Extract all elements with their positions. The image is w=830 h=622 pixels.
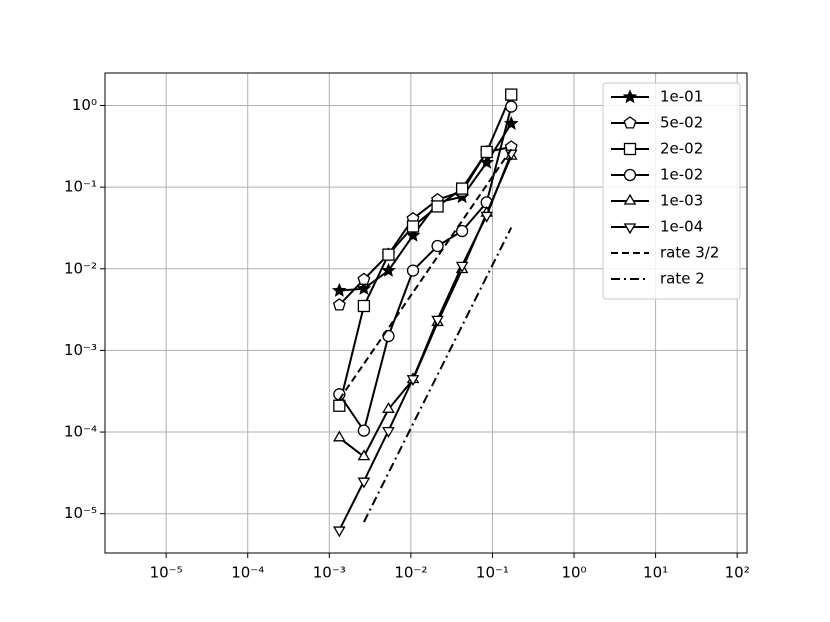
marker: [332, 298, 346, 311]
marker: [333, 399, 346, 412]
legend-label: 5e-02: [660, 114, 703, 132]
marker: [406, 220, 420, 233]
legend-label: rate 2: [660, 270, 705, 288]
marker: [455, 261, 469, 273]
marker: [431, 239, 444, 253]
marker: [622, 89, 638, 104]
marker: [382, 248, 395, 261]
marker: [623, 223, 637, 235]
legend: 1e-01 5e-02 2e-02 1e-02 1e-03 1e-04 rate 3/2 ra…: [602, 82, 741, 300]
x-tick-label: 10⁻⁵: [150, 564, 183, 582]
marker: [357, 272, 371, 285]
y-tick-label: 10⁻²: [64, 259, 97, 277]
y-tick-label: 10⁻⁴: [64, 423, 97, 441]
marker: [406, 375, 420, 387]
marker: [356, 281, 372, 295]
x-tick-label: 10⁻³: [313, 564, 346, 582]
marker: [455, 224, 469, 238]
marker: [623, 142, 637, 156]
x-tick-label: 10²: [725, 564, 750, 582]
legend-label: rate 3/2: [660, 244, 719, 262]
y-tick-label: 10⁻³: [64, 341, 97, 359]
marker: [623, 116, 637, 129]
marker: [405, 227, 421, 242]
marker: [431, 200, 444, 213]
series-line: [338, 106, 513, 434]
y-tick-label: 10⁰: [72, 96, 97, 114]
marker: [505, 88, 518, 101]
axes-frame: [104, 72, 748, 554]
marker: [357, 299, 371, 313]
marker: [357, 424, 371, 437]
x-tick-label: 10⁻²: [394, 564, 427, 582]
series-line: [338, 152, 513, 531]
marker: [455, 182, 469, 195]
marker: [333, 430, 346, 442]
plot-area: [332, 88, 519, 538]
y-tick-label: 10⁻⁵: [64, 504, 97, 522]
marker: [505, 100, 518, 113]
marker: [623, 168, 637, 182]
x-tick-label: 10⁰: [561, 564, 586, 582]
marker: [357, 477, 371, 489]
marker: [382, 427, 395, 438]
marker: [480, 211, 494, 223]
legend-box: [602, 82, 741, 300]
y-tick-label: 10⁻¹: [64, 178, 97, 196]
marker: [333, 526, 346, 538]
marker: [406, 264, 420, 277]
marker: [382, 401, 395, 413]
series-line: [363, 227, 513, 523]
x-tick-label: 10¹: [643, 564, 668, 582]
marker: [623, 193, 637, 205]
marker: [431, 315, 444, 327]
marker: [381, 262, 396, 277]
marker: [480, 145, 493, 159]
legend-label: 1e-03: [660, 192, 703, 210]
legend-label: 1e-01: [660, 88, 703, 106]
legend-label: 2e-02: [660, 140, 703, 158]
x-tick-label: 10⁻⁴: [231, 564, 264, 582]
marker: [357, 449, 371, 461]
marker: [332, 282, 347, 297]
legend-label: 1e-04: [660, 218, 703, 236]
legend-label: 1e-02: [660, 166, 703, 184]
series-line: [338, 148, 513, 401]
x-tick-label: 10⁻¹: [476, 564, 509, 582]
